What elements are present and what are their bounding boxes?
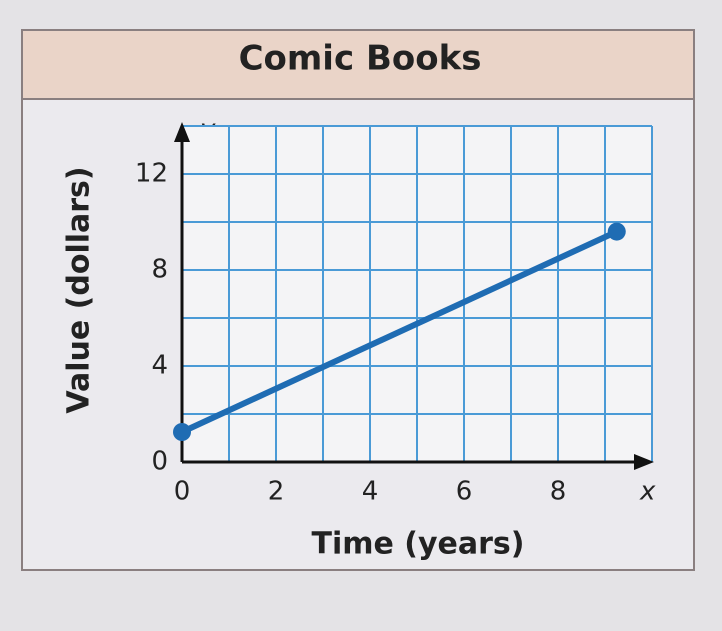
x-tick-label: 4 <box>362 477 379 507</box>
x-tick-label: 2 <box>268 477 285 507</box>
y-tick-label: 8 <box>151 255 168 285</box>
data-line <box>180 228 619 435</box>
y-axis-title: Value (dollars) <box>62 166 97 413</box>
x-tick-label: 8 <box>550 477 567 507</box>
chart-title: Comic Books <box>239 39 482 79</box>
x-axis-name: x <box>639 477 656 507</box>
y-tick-label: 12 <box>135 159 168 189</box>
x-tick-label: 6 <box>456 477 473 507</box>
y-tick-label: 0 <box>151 447 168 477</box>
y-axis-arrow <box>174 122 190 142</box>
data-point <box>607 222 626 241</box>
x-tick-label: 0 <box>174 477 191 507</box>
header-band <box>23 31 693 99</box>
y-tick-label: 4 <box>151 351 168 381</box>
x-axis-arrow <box>634 454 654 470</box>
x-axis-title: Time (years) <box>311 527 524 562</box>
data-point <box>173 423 191 441</box>
